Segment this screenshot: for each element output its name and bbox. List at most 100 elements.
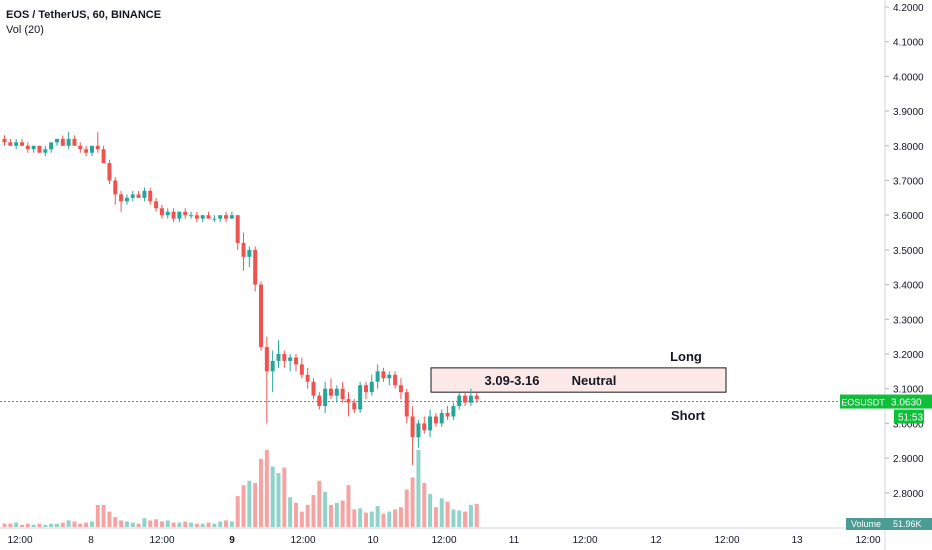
candle-body	[218, 215, 223, 219]
candle-body	[358, 385, 363, 410]
volume-bar	[130, 522, 135, 527]
candle-body	[43, 149, 48, 153]
x-tick-label: 12:00	[290, 535, 315, 546]
candle-body	[299, 364, 304, 375]
candle-body	[229, 215, 234, 219]
volume-bar	[113, 517, 118, 527]
candle-body	[124, 197, 129, 202]
candle-body	[253, 249, 258, 285]
volume-bar	[101, 505, 106, 527]
candle-body	[416, 423, 421, 438]
candle-body	[381, 371, 386, 379]
candle-body	[317, 395, 322, 407]
volume-bar	[241, 485, 246, 527]
y-tick-label: 3.5000	[893, 246, 924, 257]
volume-bar	[2, 523, 7, 527]
candle-body	[346, 399, 351, 403]
x-tick-label: 11	[509, 535, 520, 546]
volume-bar	[43, 524, 48, 527]
candle-body	[387, 374, 392, 379]
volume-bar	[404, 489, 409, 527]
y-tick-label: 4.1000	[893, 38, 924, 49]
x-tick-label: 13	[791, 535, 803, 546]
candle-body	[165, 211, 170, 216]
candle-body	[241, 242, 246, 257]
candle-body	[463, 395, 468, 403]
long-label: Long	[670, 349, 702, 364]
volume-bar	[264, 450, 269, 527]
volume-bar	[328, 505, 333, 527]
candle-body	[2, 138, 7, 143]
last-price-value: 3.0630	[891, 398, 922, 409]
volume-bar	[37, 523, 42, 527]
volume-bar	[416, 450, 421, 527]
volume-bar	[235, 496, 240, 527]
volume-bar	[410, 477, 415, 527]
candle-body	[311, 381, 316, 396]
candle-body	[37, 145, 42, 153]
x-tick-label: 12:00	[855, 535, 880, 546]
candle-body	[95, 145, 100, 150]
candle-body	[119, 194, 124, 202]
candle-body	[159, 208, 164, 216]
candle-body	[25, 145, 30, 150]
candle-body	[194, 215, 199, 219]
candle-body	[136, 194, 141, 198]
volume-bar	[165, 520, 170, 527]
symbol-title[interactable]: EOS / TetherUS, 60, BINANCE	[6, 9, 162, 21]
x-tick-label: 12:00	[149, 535, 174, 546]
x-tick-label: 12:00	[431, 535, 456, 546]
countdown-value: 51:53	[898, 413, 923, 424]
candle-body	[393, 374, 398, 386]
volume-bar	[346, 485, 351, 527]
volume-bar	[433, 507, 438, 527]
candle-body	[410, 416, 415, 438]
volume-bar	[72, 521, 77, 527]
y-tick-label: 3.3000	[893, 315, 924, 326]
candle-body	[264, 347, 269, 372]
candle-body	[49, 142, 54, 150]
candle-body	[259, 284, 264, 348]
volume-bar	[352, 509, 357, 527]
volume-bar	[387, 511, 392, 527]
y-tick-label: 4.0000	[893, 72, 924, 83]
symbol-tag: EOSUSDT	[841, 398, 885, 408]
volume-bar	[84, 522, 89, 527]
volume-bar	[445, 501, 450, 527]
volume-bar	[259, 458, 264, 527]
volume-bar	[299, 511, 304, 527]
candle-body	[72, 138, 77, 146]
volume-bar	[189, 522, 194, 527]
x-tick-label: 10	[367, 535, 379, 546]
volume-bar	[218, 521, 223, 527]
candle-body	[305, 374, 310, 382]
candle-body	[154, 201, 159, 209]
candle-body	[270, 360, 275, 372]
candle-body	[334, 388, 339, 396]
candle-body	[107, 163, 112, 181]
volume-bar	[317, 480, 322, 527]
y-tick-label: 4.2000	[893, 3, 924, 14]
candle-body	[60, 138, 65, 146]
volume-bar	[468, 505, 473, 527]
volume-bar	[334, 502, 339, 527]
volume-bar	[31, 524, 36, 527]
volume-bar	[66, 520, 71, 527]
volume-bar	[200, 523, 205, 527]
candle-body	[224, 215, 229, 219]
candle-body	[14, 142, 19, 146]
volume-indicator-label[interactable]: Vol (20)	[6, 24, 44, 36]
volume-bar	[439, 498, 444, 527]
neutral-zone-box	[430, 367, 727, 393]
volume-bar	[224, 520, 229, 527]
volume-bar	[247, 480, 252, 527]
volume-bar	[206, 522, 211, 527]
candle-body	[171, 211, 176, 219]
y-tick-label: 3.7000	[893, 177, 924, 188]
volume-bar	[54, 523, 59, 527]
volume-bar	[194, 523, 199, 527]
volume-bar	[451, 509, 456, 527]
candle-body	[276, 354, 281, 361]
y-tick-label: 3.6000	[893, 211, 924, 222]
